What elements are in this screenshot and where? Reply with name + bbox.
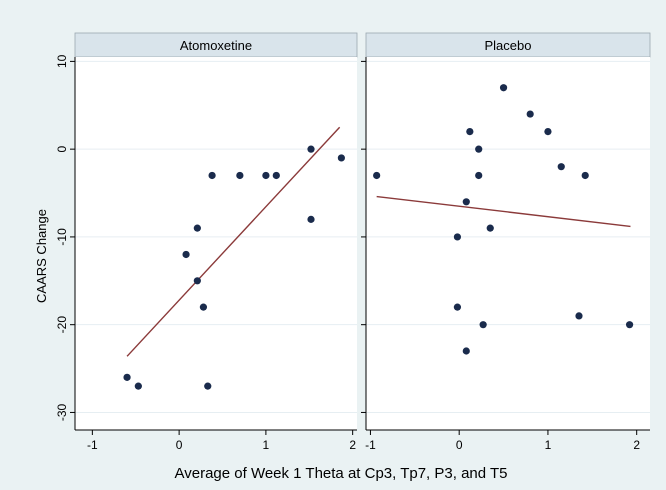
panel-strip bbox=[365, 32, 651, 58]
data-point bbox=[581, 171, 589, 180]
y-tick-label: 10 bbox=[55, 54, 69, 68]
data-point bbox=[462, 347, 470, 355]
data-point bbox=[307, 215, 315, 223]
data-point bbox=[208, 171, 216, 180]
data-point bbox=[272, 171, 280, 180]
data-point bbox=[193, 277, 201, 285]
panel-title: Placebo bbox=[485, 38, 532, 53]
y-tick-label: -10 bbox=[55, 228, 69, 246]
data-point bbox=[204, 382, 212, 390]
plot-area bbox=[366, 57, 650, 430]
x-axis-label: Average of Week 1 Theta at Cp3, Tp7, P3,… bbox=[175, 465, 508, 482]
data-point bbox=[486, 224, 494, 232]
y-tick-label: -30 bbox=[55, 403, 69, 421]
data-point bbox=[499, 84, 508, 92]
data-point bbox=[337, 154, 345, 162]
data-point bbox=[544, 128, 552, 136]
data-point bbox=[575, 312, 583, 320]
fit-line bbox=[126, 126, 341, 357]
data-point bbox=[475, 171, 483, 180]
data-point bbox=[475, 145, 483, 153]
data-point bbox=[373, 171, 381, 180]
data-point bbox=[134, 382, 142, 390]
y-tick-label: 0 bbox=[55, 145, 69, 152]
plot-area bbox=[75, 57, 357, 430]
data-point bbox=[526, 110, 534, 118]
x-tick-label: 1 bbox=[263, 438, 270, 452]
fit-line bbox=[376, 195, 631, 228]
data-point bbox=[182, 250, 190, 259]
data-point bbox=[453, 233, 462, 241]
data-point bbox=[236, 171, 244, 180]
x-tick-label: 2 bbox=[349, 438, 356, 452]
y-axis-label: CAARS Change bbox=[34, 209, 49, 303]
data-point bbox=[262, 171, 270, 180]
panel-strip bbox=[74, 32, 358, 58]
data-point bbox=[453, 303, 462, 311]
x-tick-label: 1 bbox=[545, 438, 552, 452]
data-point bbox=[462, 198, 470, 206]
data-point bbox=[123, 373, 131, 381]
data-point bbox=[557, 163, 565, 171]
x-tick-label: 2 bbox=[633, 438, 640, 452]
x-tick-label: 0 bbox=[176, 438, 183, 452]
x-tick-label: 0 bbox=[456, 438, 463, 452]
x-tick-label: -1 bbox=[365, 438, 376, 452]
data-point bbox=[193, 224, 201, 232]
y-tick-label: -20 bbox=[55, 316, 69, 334]
panel-1: Placebo -1 0 1 2 bbox=[361, 32, 651, 452]
panel-title: Atomoxetine bbox=[180, 38, 252, 53]
data-point bbox=[625, 321, 634, 329]
data-point bbox=[466, 128, 474, 136]
data-point bbox=[199, 303, 208, 311]
x-tick-label: -1 bbox=[87, 438, 98, 452]
data-point bbox=[479, 321, 487, 329]
data-point bbox=[307, 145, 315, 153]
